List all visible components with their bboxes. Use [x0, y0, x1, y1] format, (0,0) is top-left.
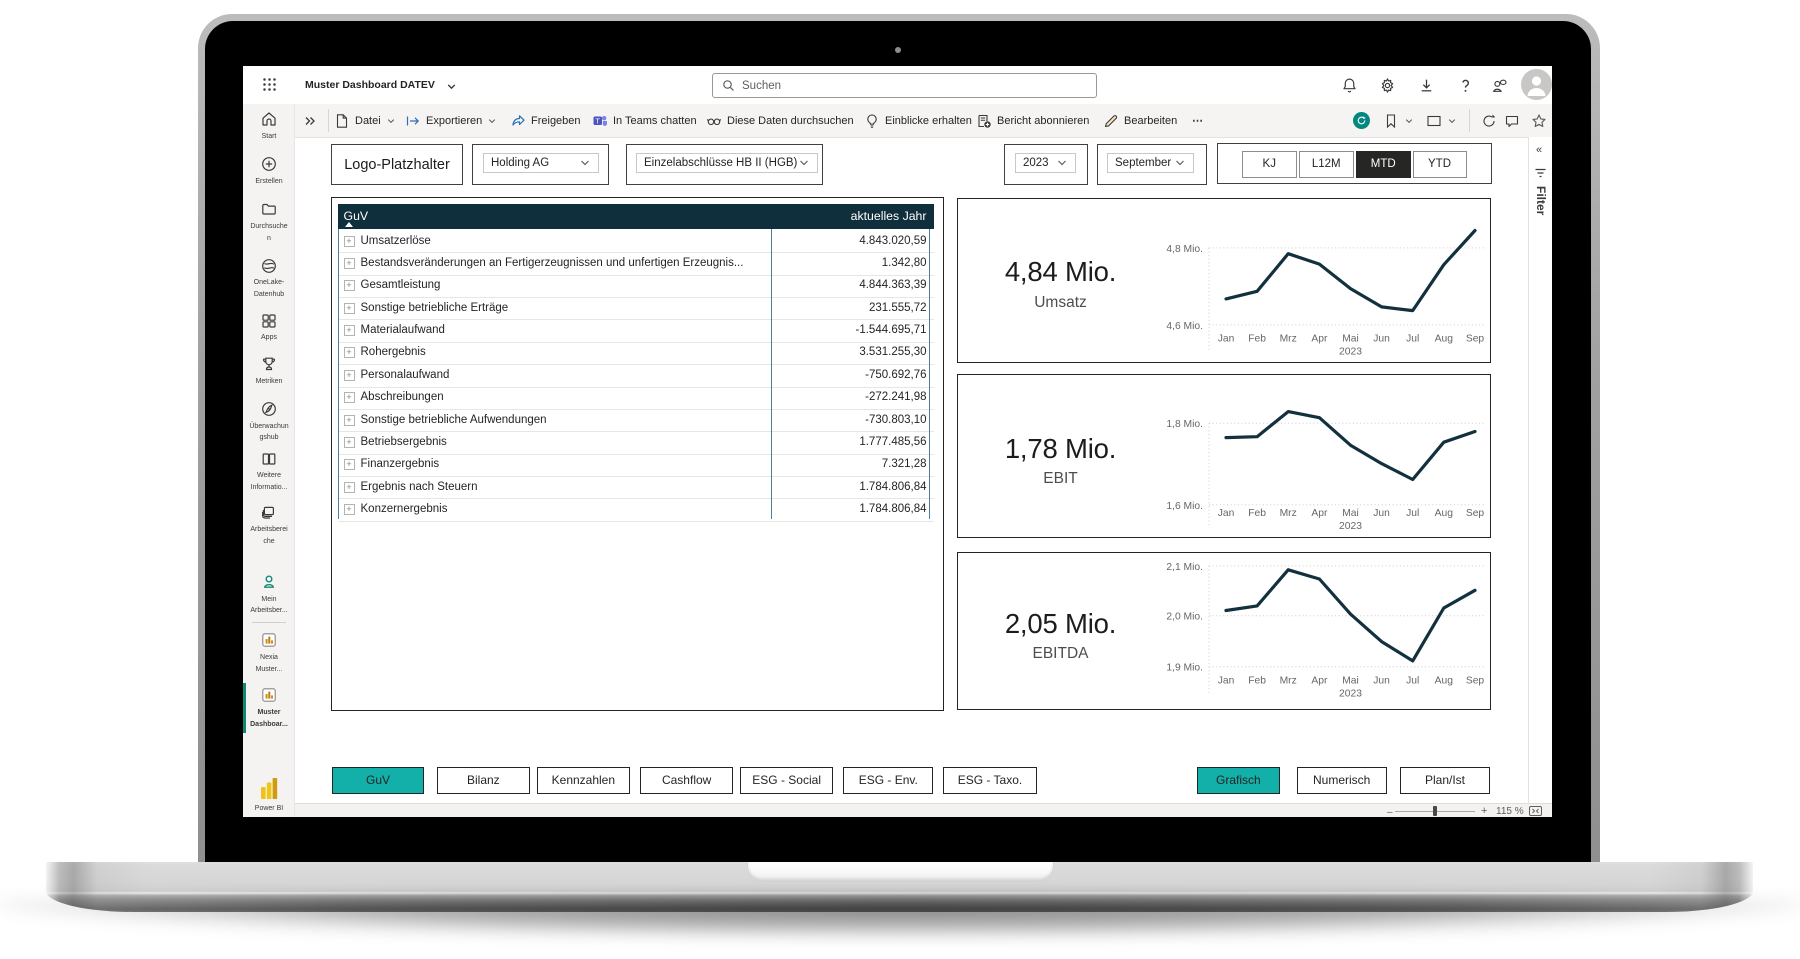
svg-text:2023: 2023 — [1339, 689, 1362, 700]
svg-text:Mrz: Mrz — [1280, 333, 1297, 344]
svg-text:Feb: Feb — [1248, 676, 1266, 687]
svg-text:Mrz: Mrz — [1280, 676, 1297, 687]
svg-text:2023: 2023 — [1339, 521, 1362, 532]
svg-text:Apr: Apr — [1311, 676, 1328, 687]
svg-text:Aug: Aug — [1435, 508, 1454, 519]
svg-text:Jul: Jul — [1406, 333, 1419, 344]
svg-text:4,8 Mio.: 4,8 Mio. — [1166, 243, 1203, 254]
svg-text:Aug: Aug — [1435, 333, 1454, 344]
svg-text:2,1 Mio.: 2,1 Mio. — [1166, 562, 1203, 573]
svg-text:2,0 Mio.: 2,0 Mio. — [1166, 612, 1203, 623]
svg-text:Sep: Sep — [1466, 508, 1485, 519]
svg-text:Sep: Sep — [1466, 676, 1485, 687]
svg-text:Feb: Feb — [1248, 333, 1266, 344]
svg-text:1,8 Mio.: 1,8 Mio. — [1166, 419, 1203, 430]
svg-text:Sep: Sep — [1466, 333, 1485, 344]
svg-text:1,6 Mio.: 1,6 Mio. — [1166, 501, 1203, 512]
svg-text:Aug: Aug — [1435, 676, 1454, 687]
svg-text:Apr: Apr — [1311, 508, 1328, 519]
svg-text:1,9 Mio.: 1,9 Mio. — [1166, 663, 1203, 674]
svg-text:Mai: Mai — [1342, 508, 1359, 519]
svg-text:Jun: Jun — [1373, 676, 1390, 687]
svg-text:Jun: Jun — [1373, 508, 1390, 519]
svg-text:Feb: Feb — [1248, 508, 1266, 519]
svg-text:4,6 Mio.: 4,6 Mio. — [1166, 320, 1203, 331]
svg-text:Mrz: Mrz — [1280, 508, 1297, 519]
svg-text:Jul: Jul — [1406, 508, 1419, 519]
svg-text:Jan: Jan — [1218, 508, 1235, 519]
svg-text:Jun: Jun — [1373, 333, 1390, 344]
svg-text:Jan: Jan — [1218, 676, 1235, 687]
svg-text:Mai: Mai — [1342, 333, 1359, 344]
svg-text:Jan: Jan — [1218, 333, 1235, 344]
svg-text:Jul: Jul — [1406, 676, 1419, 687]
svg-text:2023: 2023 — [1339, 346, 1362, 357]
svg-text:Mai: Mai — [1342, 676, 1359, 687]
svg-text:Apr: Apr — [1311, 333, 1328, 344]
svg-text:T: T — [595, 116, 600, 125]
